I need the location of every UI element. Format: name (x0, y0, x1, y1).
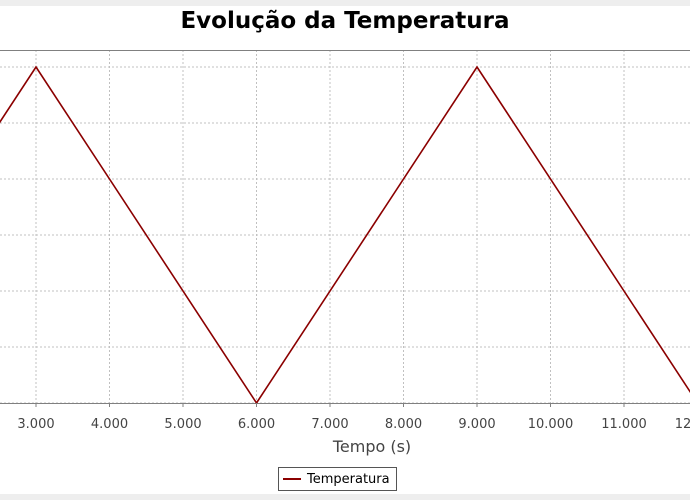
x-tick-label-9: 12.000 (675, 417, 690, 432)
legend: Temperatura (278, 467, 397, 491)
x-tick-label-0: 3.000 (17, 417, 54, 432)
x-tick-label-1: 4.000 (91, 417, 128, 432)
x-tick-label-4: 7.000 (311, 417, 348, 432)
plot-border (0, 50, 690, 404)
x-tick-label-6: 9.000 (458, 417, 495, 432)
x-tick-label-2: 5.000 (164, 417, 201, 432)
x-tick-label-3: 6.000 (238, 417, 275, 432)
x-tick-labels: 3.000 4.000 5.000 6.000 7.000 8.000 9.000 10.00… (17, 403, 690, 432)
plot-background (0, 50, 690, 403)
legend-swatch-temperatura (283, 478, 301, 480)
chart-title: Evolução da Temperatura (180, 8, 510, 34)
plot-area (0, 50, 690, 403)
x-tick-label-8: 11.000 (601, 417, 647, 432)
legend-label-temperatura: Temperatura (307, 471, 390, 487)
top-strip (0, 0, 690, 6)
bottom-strip (0, 494, 690, 500)
x-tick-label-7: 10.000 (528, 417, 574, 432)
x-axis-label: Tempo (s) (332, 437, 411, 456)
x-tick-label-5: 8.000 (385, 417, 422, 432)
